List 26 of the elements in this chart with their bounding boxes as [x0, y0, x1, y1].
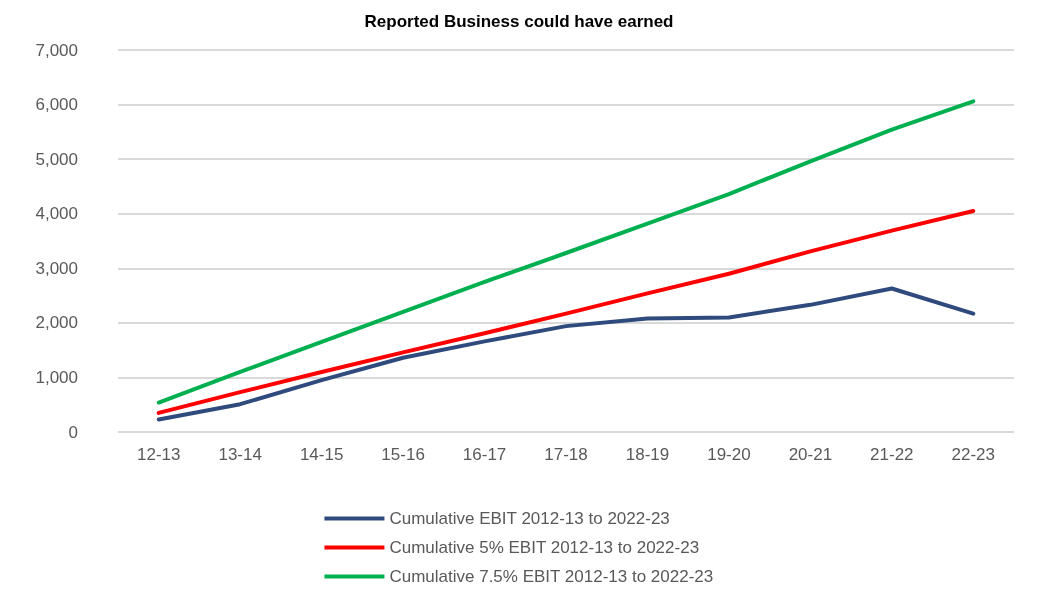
- y-tick-label: 0: [68, 422, 78, 442]
- y-tick-label: 5,000: [35, 149, 78, 169]
- x-tick-label: 15-16: [381, 445, 425, 464]
- legend-label: Cumulative 7.5% EBIT 2012-13 to 2022-23: [389, 567, 714, 586]
- x-tick-label: 14-15: [299, 445, 344, 464]
- x-tick-label: 21-22: [870, 445, 914, 464]
- x-tick-label: 13-14: [218, 445, 262, 464]
- y-tick-label: 2,000: [35, 313, 78, 333]
- y-tick-label: 4,000: [35, 204, 78, 224]
- y-tick-label: 3,000: [35, 258, 78, 278]
- legend-label: Cumulative EBIT 2012-13 to 2022-23: [389, 509, 670, 528]
- y-tick-label: 7,000: [35, 40, 78, 60]
- x-tick-label: 16-17: [462, 445, 507, 464]
- line-series: [156, 99, 976, 405]
- x-tick-label: 17-18: [544, 445, 588, 464]
- legend-label: Cumulative 5% EBIT 2012-13 to 2022-23: [389, 538, 700, 557]
- x-tick-label: 19-20: [707, 445, 751, 464]
- line-series: [156, 208, 976, 415]
- x-tick-label: 20-21: [788, 445, 833, 464]
- line-series: [156, 286, 976, 422]
- x-tick-label: 22-23: [951, 445, 996, 464]
- x-tick-label: 12-13: [136, 445, 181, 464]
- chart-title: Reported Business could have earned: [364, 12, 674, 31]
- x-tick-label: 18-19: [625, 445, 670, 464]
- y-tick-label: 1,000: [35, 367, 78, 387]
- y-tick-label: 6,000: [35, 95, 78, 115]
